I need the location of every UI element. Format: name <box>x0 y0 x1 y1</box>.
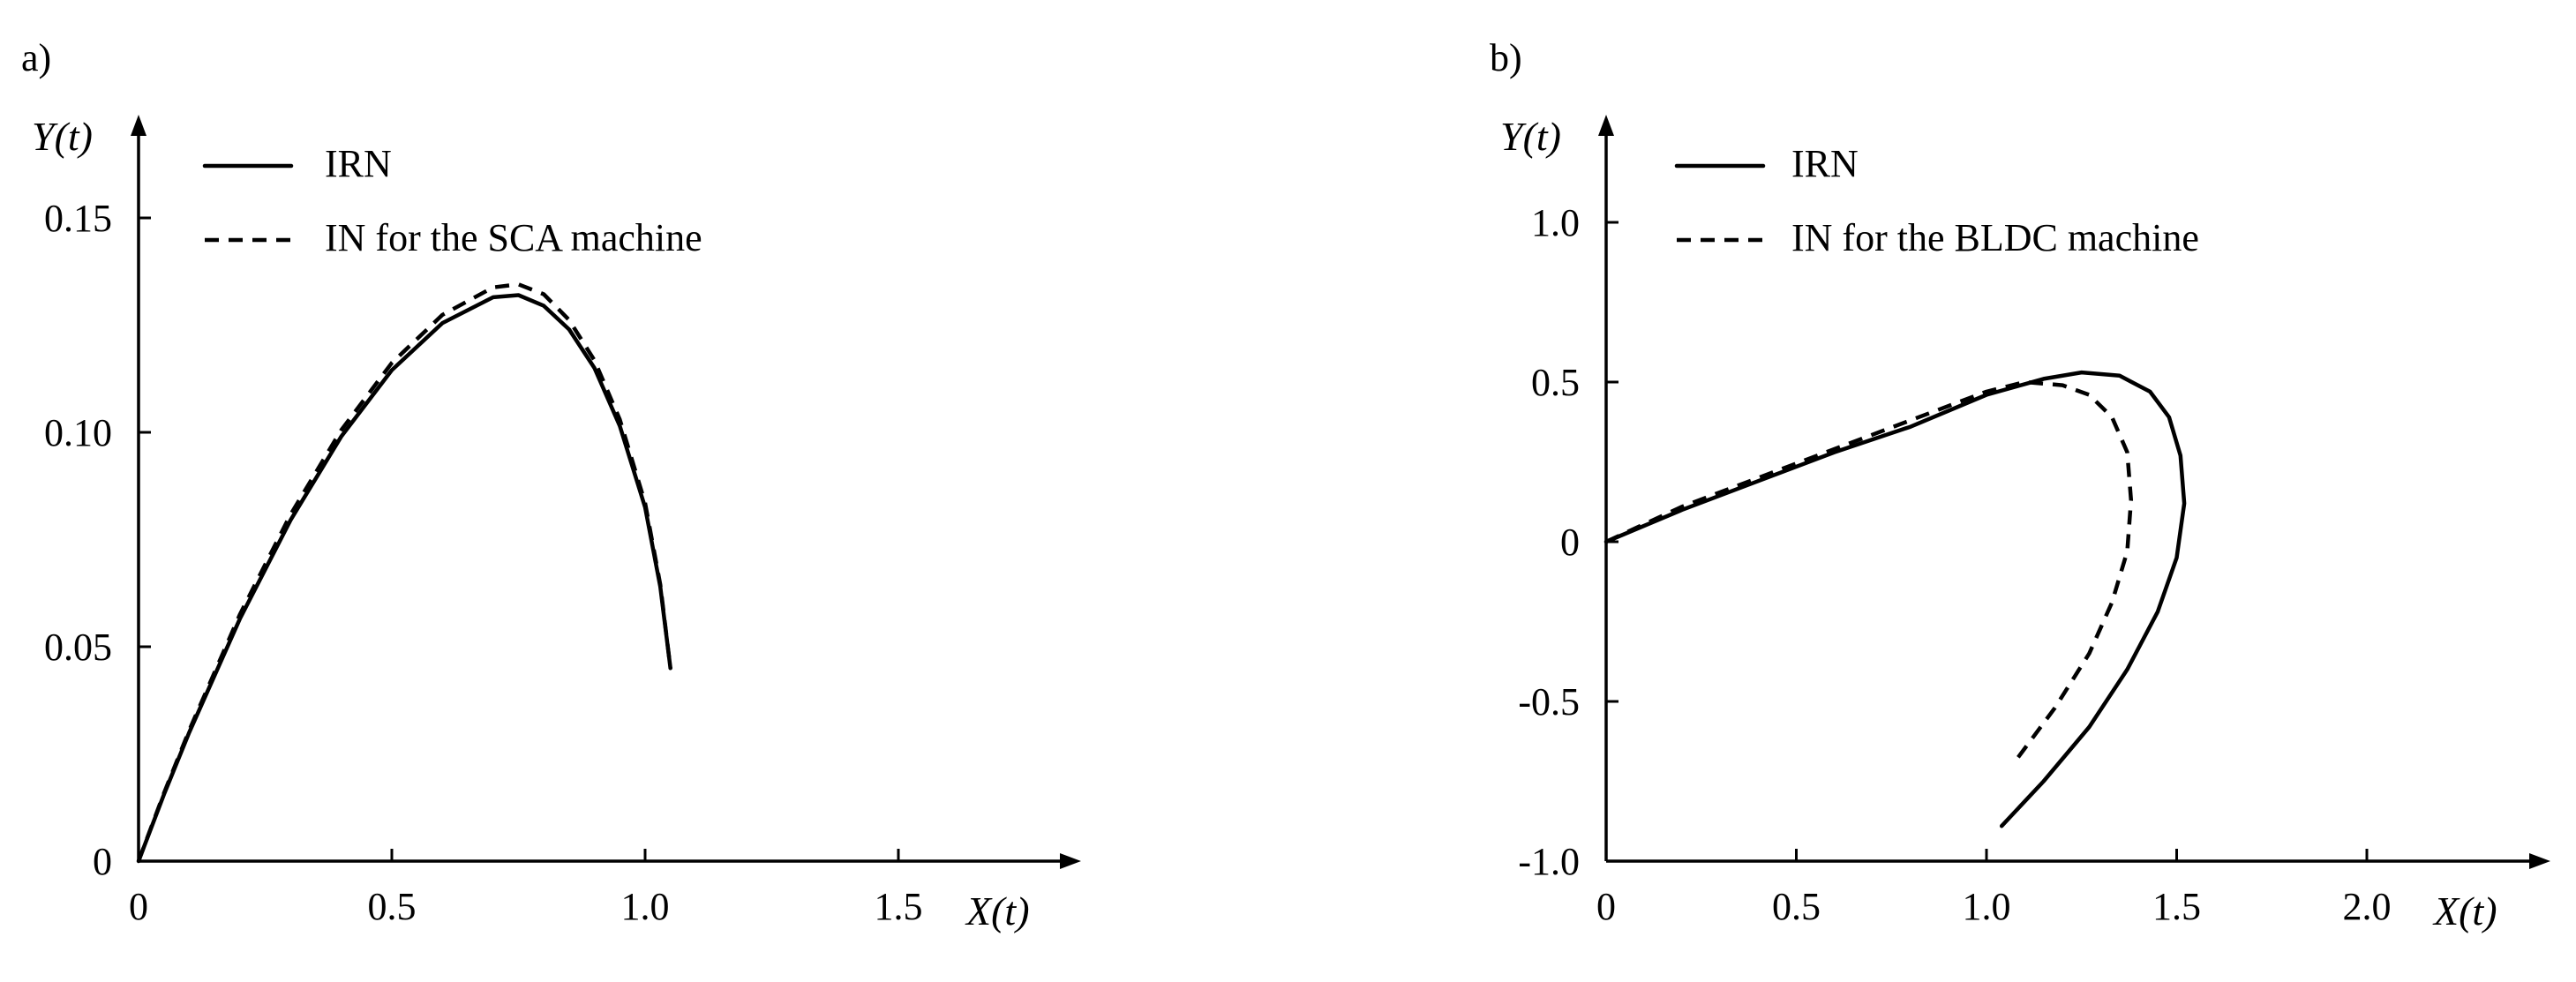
y-tick-label: 0.10 <box>44 411 112 454</box>
series-line-irn <box>136 293 672 864</box>
x-axis-arrow-icon <box>1060 853 1081 869</box>
x-tick-label: 1.5 <box>2152 885 2201 928</box>
chart-panel-a: a) Y(t) X(t) 0 0.5 1.0 1.5 0 0.05 0.10 0.15 IRN IN f… <box>21 36 1081 933</box>
x-tick-label: 2.0 <box>2343 885 2392 928</box>
x-tick-label: 1.0 <box>621 885 670 928</box>
series-line-irn <box>1603 370 2187 828</box>
y-axis-arrow-icon <box>1598 115 1614 136</box>
x-axis-label: X(t) <box>2432 888 2497 933</box>
y-axis-label: Y(t) <box>1500 114 1561 159</box>
x-axis-arrow-icon <box>2529 853 2550 869</box>
y-tick-label: 0 <box>93 840 112 883</box>
chart-panel-b: b) Y(t) X(t) 0 0.5 1.0 1.5 2.0 -1.0 -0.5 0 0.5 1.0 IR… <box>1490 36 2550 933</box>
y-tick-label: 0.05 <box>44 626 112 669</box>
y-tick-label: -1.0 <box>1518 840 1580 883</box>
legend-label: IRN <box>1791 142 1859 185</box>
panel-label: b) <box>1490 36 1522 79</box>
y-tick-label: 0.15 <box>44 197 112 240</box>
series-line-in <box>136 282 672 862</box>
legend-label: IN for the SCA machine <box>325 216 702 259</box>
x-tick-label: 0 <box>1596 885 1616 928</box>
y-tick-label: -0.5 <box>1518 680 1580 723</box>
x-tick-label: 1.5 <box>875 885 923 928</box>
x-tick-label: 0 <box>129 885 148 928</box>
x-tick-label: 1.0 <box>1963 885 2011 928</box>
y-tick-label: 1.0 <box>1531 201 1580 244</box>
x-tick-label: 0.5 <box>368 885 417 928</box>
y-tick-label: 0 <box>1560 521 1580 564</box>
legend-label: IRN <box>325 142 392 185</box>
x-axis-label: X(t) <box>965 888 1030 933</box>
panel-label: a) <box>21 36 51 79</box>
y-tick-label: 0.5 <box>1531 361 1580 404</box>
series-line-in <box>1605 379 2134 761</box>
y-axis-label: Y(t) <box>32 114 93 159</box>
legend-label: IN for the BLDC machine <box>1791 216 2199 259</box>
x-tick-label: 0.5 <box>1772 885 1821 928</box>
y-axis-arrow-icon <box>131 115 146 136</box>
